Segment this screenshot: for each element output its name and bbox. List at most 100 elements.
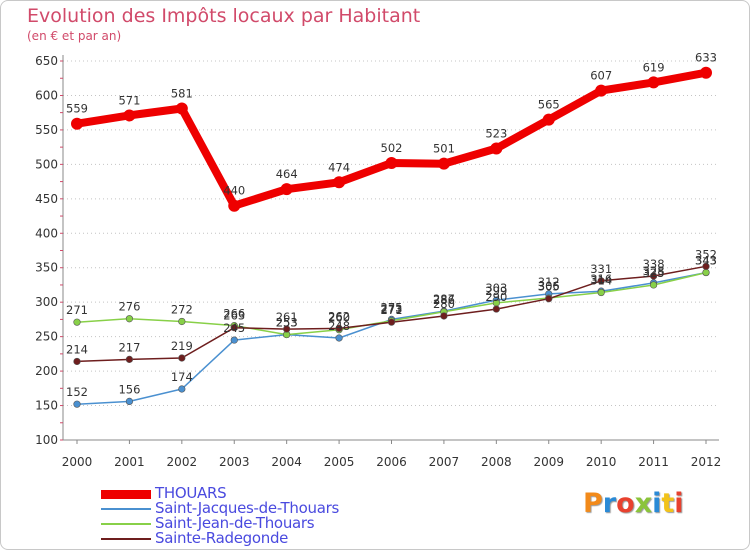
- data-label: 343: [695, 254, 717, 268]
- data-point: [125, 315, 134, 323]
- data-label: 464: [276, 167, 298, 181]
- chart-title: Evolution des Impôts locaux par Habitant: [27, 5, 421, 27]
- legend-swatch: [101, 508, 151, 510]
- data-label: 312: [538, 275, 560, 289]
- legend-swatch: [101, 538, 151, 540]
- data-point: [125, 355, 134, 363]
- y-tick-label: 550: [35, 123, 58, 137]
- y-tick-label: 400: [35, 226, 58, 240]
- data-point: [492, 305, 500, 313]
- data-label: 303: [485, 281, 507, 295]
- data-label: 607: [590, 69, 612, 83]
- data-point: [178, 354, 186, 362]
- data-point: [440, 312, 448, 320]
- data-label: 271: [381, 303, 403, 317]
- data-labels: 152 156 174 245 253 248 275 287 303 312 316 328 343 2…: [66, 51, 717, 399]
- data-point: [649, 281, 658, 289]
- y-tick-label: 650: [35, 54, 58, 68]
- data-label: 276: [118, 300, 140, 314]
- data-label: 273: [381, 302, 403, 316]
- data-label: 306: [538, 279, 560, 293]
- data-point: [595, 84, 608, 97]
- x-tick-label: 2004: [271, 455, 302, 469]
- data-point: [545, 295, 553, 303]
- logo-letter: r: [602, 488, 617, 519]
- legend-label: Sainte-Radegonde: [155, 529, 289, 547]
- data-label: 266: [223, 307, 245, 321]
- data-label: 299: [485, 284, 507, 298]
- data-label: 559: [66, 102, 88, 116]
- data-label: 502: [381, 141, 403, 155]
- data-label: 581: [171, 87, 193, 101]
- x-tick-label: 2008: [481, 455, 512, 469]
- legend-item: Saint-Jacques-de-Thouars: [101, 499, 361, 517]
- data-label: 280: [433, 297, 455, 311]
- data-label: 619: [643, 60, 665, 74]
- data-label: 275: [381, 300, 403, 314]
- x-tick-label: 2002: [167, 455, 198, 469]
- data-point: [125, 397, 134, 406]
- data-label: 263: [223, 309, 245, 323]
- data-point: [649, 272, 658, 280]
- x-tick-label: 2012: [691, 455, 722, 469]
- x-tick-label: 2001: [114, 455, 145, 469]
- data-label: 271: [66, 303, 88, 317]
- data-label: 352: [695, 247, 717, 261]
- data-point: [597, 288, 605, 297]
- data-point: [335, 324, 343, 332]
- data-point: [700, 66, 712, 79]
- data-label: 331: [590, 262, 612, 276]
- data-point: [702, 268, 710, 277]
- data-point: [73, 400, 81, 408]
- data-label: 343: [695, 254, 717, 268]
- data-label: 633: [695, 51, 717, 65]
- data-label: 474: [328, 160, 350, 174]
- data-point: [71, 117, 83, 130]
- x-tick-label: 2009: [533, 455, 564, 469]
- y-tick-label: 250: [35, 330, 58, 344]
- legend-label: THOUARS: [155, 484, 227, 502]
- logo-letter: i: [652, 488, 662, 519]
- data-point: [178, 317, 186, 326]
- y-tick-label: 500: [35, 157, 58, 171]
- data-label: 571: [118, 93, 140, 107]
- data-label: 287: [433, 292, 455, 306]
- grid-lines: [63, 60, 719, 441]
- logo-letter: i: [674, 488, 684, 519]
- x-tick-label: 2006: [376, 455, 407, 469]
- data-point: [387, 318, 396, 326]
- data-label: 260: [328, 311, 350, 325]
- y-tick-label: 200: [35, 364, 58, 378]
- logo-letter: o: [616, 488, 635, 519]
- legend-item: Saint-Jean-de-Thouars: [101, 514, 361, 532]
- x-axis-ticks: 2000 2001 2002 2003 2004 2005 2006 2007 2008 2009…: [62, 440, 722, 469]
- data-label: 328: [643, 264, 665, 278]
- data-label: 219: [171, 339, 193, 353]
- data-point: [702, 262, 710, 270]
- y-tick-label: 350: [35, 261, 58, 275]
- logo-letter: P: [583, 488, 603, 519]
- logo-letter: x: [634, 488, 653, 519]
- data-label: 316: [590, 272, 612, 286]
- legend-label: Saint-Jacques-de-Thouars: [155, 499, 339, 517]
- data-point: [542, 113, 555, 126]
- data-label: 262: [328, 309, 350, 323]
- legend-label: Saint-Jean-de-Thouars: [155, 514, 315, 532]
- data-label: 217: [118, 340, 140, 354]
- x-tick-label: 2003: [219, 455, 250, 469]
- legend: THOUARS Saint-Jacques-de-Thouars Saint-Jea…: [101, 484, 361, 547]
- data-point: [175, 102, 188, 115]
- series-points: [71, 66, 712, 408]
- data-point: [123, 109, 136, 122]
- data-label: 314: [590, 274, 612, 288]
- data-point: [280, 183, 293, 196]
- data-label: 286: [433, 293, 455, 307]
- y-tick-label: 300: [35, 295, 58, 309]
- data-label: 253: [276, 316, 298, 330]
- data-label: 245: [223, 321, 245, 335]
- data-label: 523: [485, 127, 507, 141]
- data-point: [178, 385, 186, 393]
- data-label: 156: [118, 382, 140, 396]
- data-label: 261: [276, 310, 298, 324]
